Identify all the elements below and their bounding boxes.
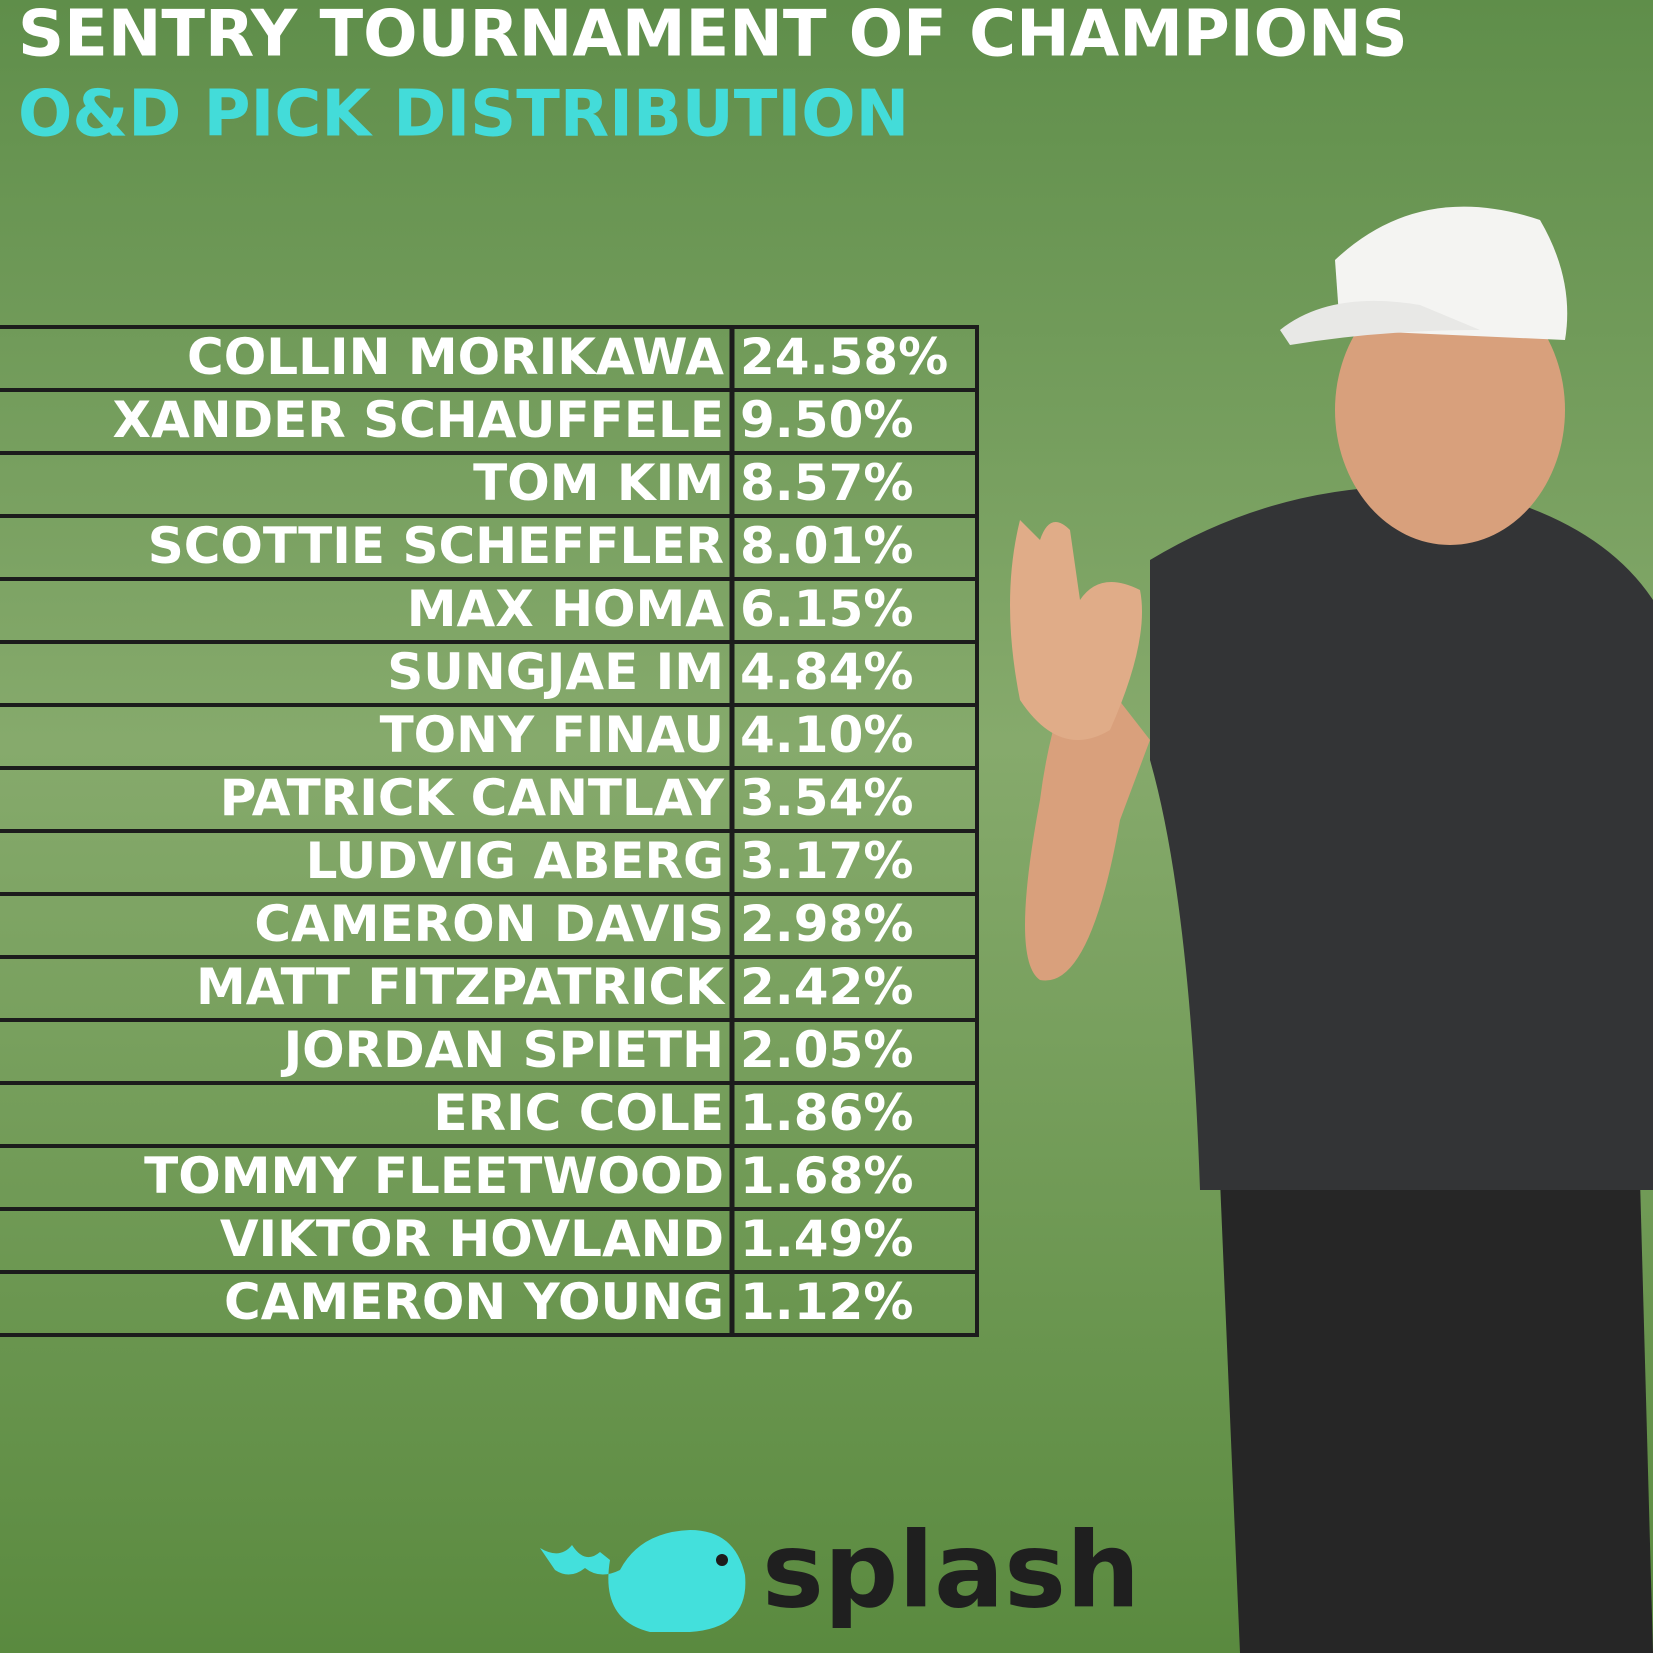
player-name: MATT FITZPATRICK	[196, 958, 726, 1016]
player-photo	[1010, 206, 1653, 1653]
player-name: TOM KIM	[473, 454, 724, 512]
pick-percent: 4.84%	[740, 643, 913, 701]
player-name: SCOTTIE SCHEFFLER	[148, 517, 724, 575]
logo: splash	[540, 1509, 1140, 1632]
player-name: CAMERON DAVIS	[254, 895, 724, 953]
pick-percent: 4.10%	[740, 706, 913, 764]
pick-percent: 2.05%	[740, 1021, 913, 1079]
logo-text: splash	[762, 1509, 1140, 1631]
pick-percent: 2.98%	[740, 895, 913, 953]
player-name: SUNGJAE IM	[387, 643, 724, 701]
pick-percent: 2.42%	[740, 958, 913, 1016]
player-name: MAX HOMA	[407, 580, 725, 638]
subtitle: O&D PICK DISTRIBUTION	[18, 78, 909, 152]
player-name: LUDVIG ABERG	[306, 832, 724, 890]
player-name: ERIC COLE	[433, 1084, 724, 1142]
player-name: TOMMY FLEETWOOD	[144, 1147, 724, 1205]
pick-percent: 1.86%	[740, 1084, 913, 1142]
pick-percent: 9.50%	[740, 391, 913, 449]
pick-percent: 1.12%	[740, 1273, 913, 1331]
player-name: COLLIN MORIKAWA	[187, 328, 724, 386]
table: COLLIN MORIKAWA 24.58% XANDER SCHAUFFELE 9.…	[0, 325, 979, 1337]
player-name: XANDER SCHAUFFELE	[113, 391, 724, 449]
pick-percent: 6.15%	[740, 580, 913, 638]
pick-percent: 3.54%	[740, 769, 913, 827]
pick-percent: 24.58%	[740, 328, 948, 386]
title: SENTRY TOURNAMENT OF CHAMPIONS	[18, 0, 1408, 72]
pick-percent: 1.68%	[740, 1147, 913, 1205]
player-name: PATRICK CANTLAY	[220, 769, 725, 827]
player-name: TONY FINAU	[380, 706, 724, 764]
pick-percent: 8.01%	[740, 517, 913, 575]
player-name: JORDAN SPIETH	[281, 1021, 724, 1079]
pick-percent: 8.57%	[740, 454, 913, 512]
player-name: VIKTOR HOVLAND	[220, 1210, 724, 1268]
row-border	[0, 1270, 979, 1337]
pick-percent: 3.17%	[740, 832, 913, 890]
player-name: CAMERON YOUNG	[224, 1273, 724, 1331]
pick-percent: 1.49%	[740, 1210, 913, 1268]
